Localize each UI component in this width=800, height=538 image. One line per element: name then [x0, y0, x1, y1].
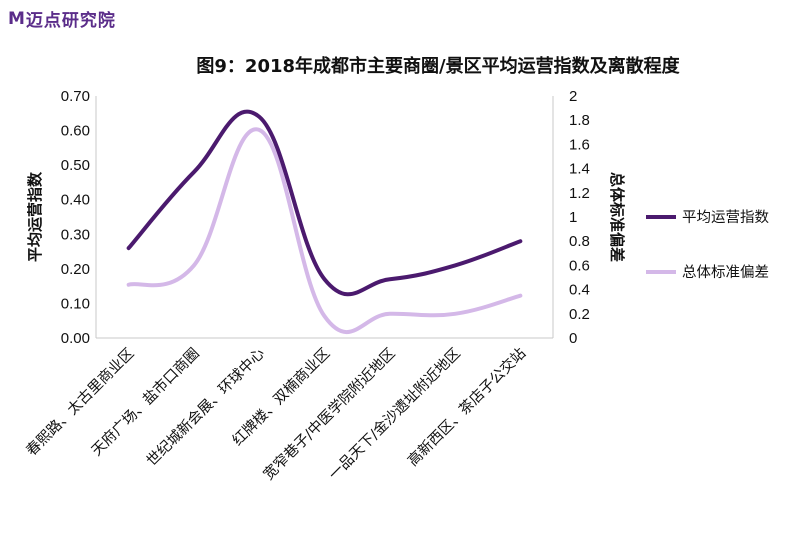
- y2-tick-label: 0.4: [569, 282, 590, 299]
- y2-tick-label: 0.8: [569, 233, 590, 250]
- x-tick-label: 高新西区、茶店子公交站: [404, 344, 530, 470]
- x-tick-label: 天府广场、盐市口商圈: [88, 345, 203, 460]
- y2-tick-label: 1.6: [569, 136, 590, 153]
- y2-tick-label: 0.2: [569, 306, 590, 323]
- y2-axis-label: 总体标准偏差: [608, 172, 626, 262]
- brand-name: 迈点研究院: [25, 11, 116, 31]
- series-line-1: [126, 109, 523, 297]
- y-axis-label: 平均运营指数: [26, 171, 44, 262]
- y-tick-label: 0.40: [61, 192, 90, 209]
- y2-tick-label: 0.6: [569, 257, 590, 274]
- series-lines: [126, 109, 523, 334]
- left-axis-ticks: 0.00 0.10 0.20 0.30 0.40 0.50 0.60 0.70: [61, 88, 90, 347]
- y-tick-label: 0.60: [61, 123, 90, 140]
- x-tick-label: 一品天下/金沙遗址附近地区: [325, 345, 464, 484]
- legend-label: 平均运营指数: [682, 209, 769, 226]
- brand-logo: M 迈点研究院: [8, 6, 116, 32]
- x-tick-label: 世纪城新会展、环球中心: [143, 345, 268, 470]
- y2-tick-label: 1.4: [569, 161, 590, 178]
- category-labels: 春熙路、太古里商业区天府广场、盐市口商圈世纪城新会展、环球中心红牌楼、双楠商业区…: [23, 344, 529, 483]
- y2-tick-label: 0: [569, 330, 577, 347]
- y-tick-label: 0.30: [61, 226, 90, 243]
- y-tick-label: 0.20: [61, 261, 90, 278]
- chart-title: 图9：2018年成都市主要商圈/景区平均运营指数及离散程度: [196, 55, 680, 77]
- brand-mark: M: [8, 8, 26, 29]
- y-tick-label: 0.70: [61, 88, 90, 105]
- right-axis-ticks: 0 0.2 0.4 0.6 0.8 1 1.2 1.4 1.6 1.8 2: [569, 88, 590, 347]
- y-tick-label: 0.10: [61, 295, 90, 312]
- y-tick-label: 0.50: [61, 157, 90, 174]
- y2-tick-label: 1.8: [569, 112, 590, 129]
- y2-tick-label: 1.2: [569, 185, 590, 202]
- y-tick-label: 0.00: [61, 330, 90, 347]
- legend-label: 总体标准偏差: [682, 264, 769, 281]
- y2-tick-label: 1: [569, 209, 577, 226]
- y2-tick-label: 2: [569, 88, 577, 105]
- x-tick-label: 春熙路、太古里商业区: [23, 345, 138, 460]
- series-line-2: [126, 127, 523, 334]
- x-tick-label: 宽窄巷子/中医学院附近地区: [259, 344, 398, 483]
